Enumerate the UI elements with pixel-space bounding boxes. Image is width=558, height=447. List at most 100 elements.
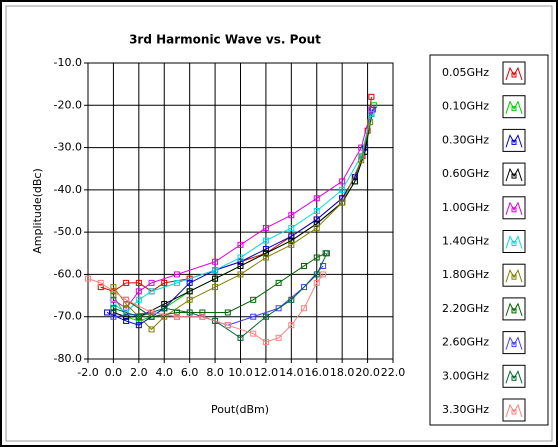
legend-box	[429, 54, 549, 426]
data-point	[148, 326, 155, 333]
legend-icon	[505, 201, 523, 215]
data-point	[212, 275, 219, 282]
data-point	[224, 322, 231, 329]
legend-marker	[511, 274, 517, 280]
y-tick-label: -60.0	[54, 267, 82, 280]
data-point	[135, 279, 142, 286]
legend-label: 1.00GHz	[442, 201, 489, 214]
y-axis-title: Amplitude(dBc)	[31, 168, 44, 254]
data-point	[368, 106, 375, 113]
data-point	[212, 284, 219, 291]
legend-marker	[511, 342, 517, 348]
y-tick-label: -30.0	[54, 141, 82, 154]
legend-label: 0.60GHz	[442, 167, 489, 180]
data-point	[237, 334, 244, 341]
data-point	[288, 241, 295, 248]
y-tick-label: -10.0	[54, 56, 82, 69]
inner-frame	[5, 5, 553, 442]
data-point	[135, 288, 142, 295]
data-point	[186, 309, 193, 316]
data-point	[135, 322, 142, 329]
x-axis-title: Pout(dBm)	[211, 403, 269, 416]
data-point	[262, 313, 269, 320]
data-point	[275, 305, 282, 312]
data-point	[288, 296, 295, 303]
series-line	[113, 113, 372, 314]
legend-icon	[505, 403, 523, 418]
data-point	[161, 301, 168, 308]
data-point	[110, 313, 117, 320]
data-point	[288, 233, 295, 240]
data-point	[224, 309, 231, 316]
y-tick-label: -20.0	[54, 98, 82, 111]
legend-icon	[505, 100, 523, 114]
data-point	[313, 208, 320, 214]
legend-label: 3.00GHz	[442, 369, 489, 382]
data-point	[110, 309, 117, 316]
y-tick-label: -70.0	[54, 310, 82, 323]
legend-marker	[511, 241, 517, 246]
data-point	[173, 279, 180, 286]
legend-icon	[505, 302, 523, 317]
data-point	[110, 305, 117, 312]
legend-marker	[511, 106, 517, 112]
data-point	[161, 279, 168, 286]
data-point	[110, 292, 117, 299]
data-point	[85, 275, 91, 282]
legend-icon	[505, 268, 523, 283]
data-point	[237, 262, 244, 269]
legend-icon	[505, 336, 523, 350]
data-point	[212, 317, 219, 324]
legend-icon	[505, 370, 523, 384]
legend-marker	[511, 308, 517, 314]
data-point	[250, 330, 257, 337]
data-point	[212, 258, 219, 265]
legend-marker	[511, 375, 517, 381]
data-point	[301, 284, 308, 291]
data-point	[123, 313, 130, 320]
data-point	[262, 224, 269, 231]
data-point	[313, 216, 320, 223]
x-tick-label: 6.0	[181, 366, 199, 379]
data-point	[186, 275, 193, 282]
data-point	[262, 237, 269, 244]
y-tick-label: -50.0	[54, 225, 82, 238]
legend-marker	[511, 173, 517, 179]
data-point	[110, 301, 117, 308]
data-point	[262, 254, 269, 261]
x-tick-label: 12.0	[254, 366, 279, 379]
legend-icon	[505, 134, 523, 148]
data-point	[186, 288, 193, 295]
data-point	[368, 110, 375, 117]
data-point	[110, 288, 117, 295]
legend-icon	[505, 66, 523, 81]
x-tick-label: 14.0	[279, 366, 304, 379]
data-point	[262, 246, 269, 253]
x-tick-label: -2.0	[77, 366, 98, 379]
data-point	[110, 296, 117, 303]
data-point	[367, 119, 374, 126]
legend-marker	[511, 409, 517, 415]
data-point	[135, 313, 142, 320]
data-point	[161, 305, 168, 312]
data-point	[148, 279, 155, 286]
legend-label: 3.30GHz	[442, 403, 489, 416]
legend-marker	[511, 72, 517, 78]
data-point	[301, 305, 308, 312]
data-point	[320, 271, 327, 278]
data-point	[173, 271, 180, 278]
legend-icon	[505, 235, 523, 249]
data-point	[313, 220, 320, 227]
x-tick-label: 20.0	[355, 366, 380, 379]
legend-label: 1.80GHz	[442, 268, 489, 281]
data-point	[123, 296, 130, 303]
x-tick-label: 2.0	[130, 366, 148, 379]
data-point	[212, 267, 219, 274]
data-point	[358, 157, 365, 164]
data-point	[301, 262, 308, 269]
series-line	[113, 113, 372, 318]
data-point	[323, 250, 330, 257]
data-point	[275, 279, 282, 286]
data-point	[237, 271, 244, 278]
